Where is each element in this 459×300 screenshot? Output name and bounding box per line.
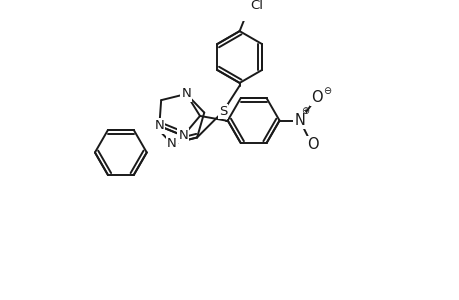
Text: N: N	[167, 137, 176, 150]
Text: N: N	[181, 87, 191, 101]
Text: N: N	[294, 113, 305, 128]
Text: N: N	[154, 119, 164, 133]
Text: ⊕: ⊕	[301, 106, 309, 116]
Text: Cl: Cl	[250, 0, 263, 12]
Text: ⊖: ⊖	[322, 86, 330, 96]
Text: S: S	[218, 105, 227, 118]
Text: N: N	[178, 129, 188, 142]
Text: O: O	[310, 90, 322, 105]
Text: O: O	[306, 137, 318, 152]
